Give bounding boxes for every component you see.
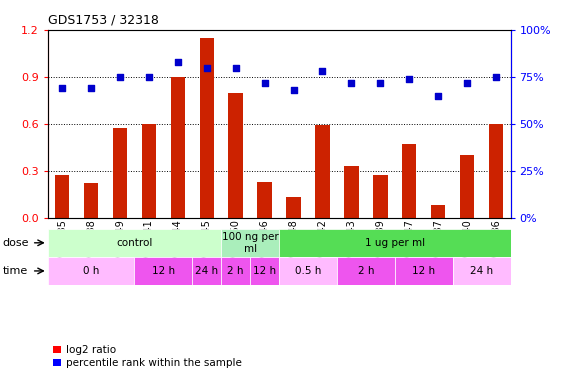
Bar: [279, 257, 337, 285]
Bar: [337, 257, 395, 285]
Point: [318, 68, 327, 74]
Bar: [489, 124, 503, 218]
Bar: [315, 125, 330, 218]
Point: [203, 64, 211, 70]
Text: 1 ug per ml: 1 ug per ml: [365, 238, 425, 248]
Bar: [113, 128, 127, 217]
Legend: log2 ratio, percentile rank within the sample: log2 ratio, percentile rank within the s…: [53, 345, 242, 368]
Bar: [395, 257, 453, 285]
Bar: [344, 166, 358, 218]
Point: [405, 76, 414, 82]
Text: 100 ng per
ml: 100 ng per ml: [222, 232, 279, 254]
Point: [231, 64, 240, 70]
Bar: [171, 77, 185, 218]
Text: 12 h: 12 h: [412, 266, 435, 276]
Text: GDS1753 / 32318: GDS1753 / 32318: [48, 13, 159, 26]
Bar: [257, 182, 272, 218]
Bar: [228, 93, 243, 218]
Bar: [221, 229, 279, 257]
Text: 12 h: 12 h: [152, 266, 175, 276]
Bar: [200, 38, 214, 218]
Point: [144, 74, 153, 80]
Bar: [48, 229, 221, 257]
Bar: [55, 176, 70, 217]
Point: [463, 80, 472, 86]
Point: [376, 80, 385, 86]
Point: [58, 85, 67, 91]
Bar: [142, 124, 156, 218]
Text: time: time: [3, 266, 28, 276]
Bar: [402, 144, 416, 218]
Bar: [250, 257, 279, 285]
Text: 0.5 h: 0.5 h: [295, 266, 321, 276]
Text: 0 h: 0 h: [83, 266, 99, 276]
Bar: [286, 197, 301, 217]
Bar: [192, 257, 221, 285]
Text: 24 h: 24 h: [470, 266, 493, 276]
Text: 2 h: 2 h: [357, 266, 374, 276]
Bar: [135, 257, 192, 285]
Bar: [431, 205, 445, 218]
Bar: [373, 176, 388, 217]
Bar: [453, 257, 511, 285]
Point: [491, 74, 500, 80]
Bar: [221, 257, 250, 285]
Point: [434, 93, 443, 99]
Point: [347, 80, 356, 86]
Bar: [84, 183, 98, 218]
Point: [86, 85, 95, 91]
Point: [289, 87, 298, 93]
Text: control: control: [116, 238, 153, 248]
Point: [116, 74, 125, 80]
Text: dose: dose: [3, 238, 29, 248]
Point: [260, 80, 269, 86]
Bar: [48, 257, 135, 285]
Bar: [460, 155, 475, 218]
Text: 24 h: 24 h: [195, 266, 218, 276]
Text: 12 h: 12 h: [253, 266, 276, 276]
Text: 2 h: 2 h: [227, 266, 244, 276]
Point: [173, 59, 182, 65]
Bar: [279, 229, 511, 257]
